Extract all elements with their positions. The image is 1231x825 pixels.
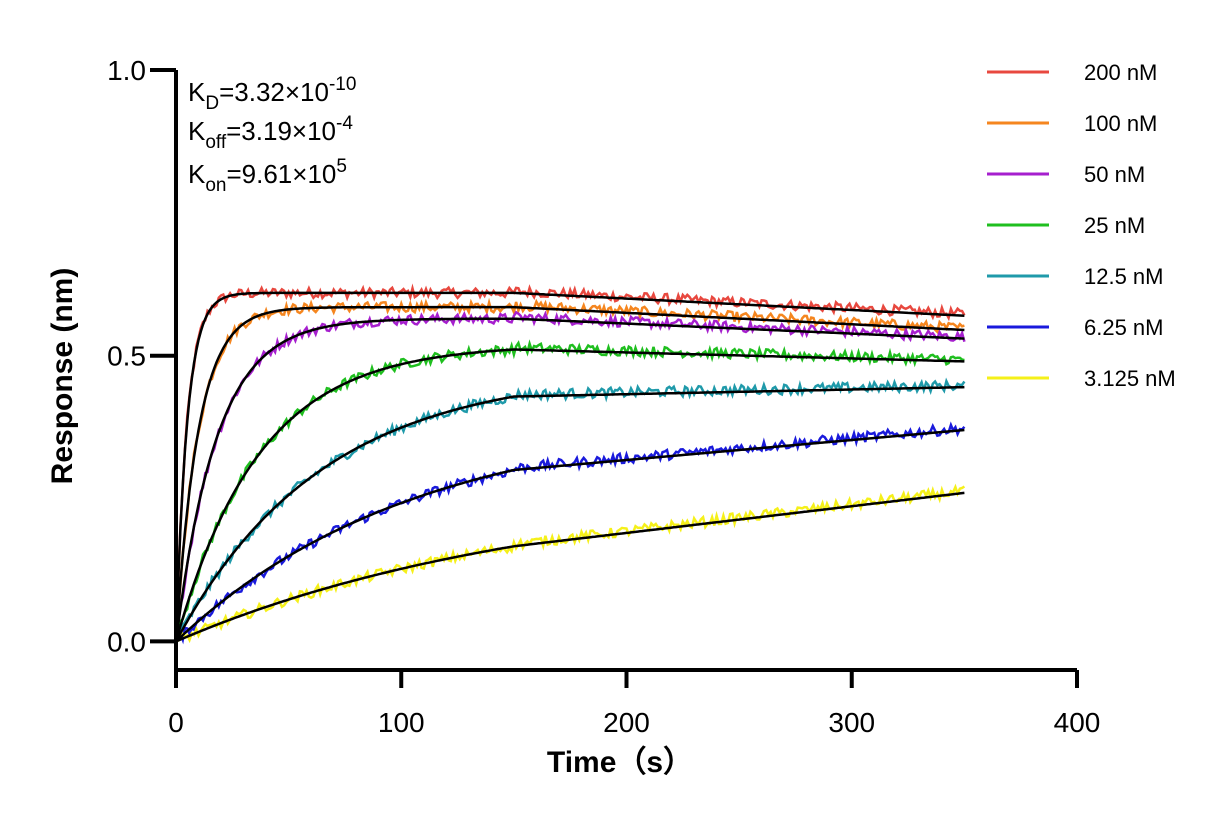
legend-label: 100 nM <box>1084 111 1157 136</box>
legend-label: 200 nM <box>1084 60 1157 85</box>
fit-line <box>174 317 965 642</box>
legend-label: 6.25 nM <box>1084 315 1164 340</box>
legend-label: 50 nM <box>1084 162 1145 187</box>
series-line <box>174 310 966 642</box>
y-tick-label: 0.0 <box>107 626 146 657</box>
series-line <box>174 377 966 643</box>
fit-line <box>174 348 965 642</box>
koff-annotation: Koff=3.19×10-4 <box>188 113 353 153</box>
legend-label: 25 nM <box>1084 213 1145 238</box>
x-tick-label: 400 <box>1054 707 1101 738</box>
x-tick-label: 0 <box>168 707 184 738</box>
fit-line <box>174 291 965 642</box>
series-line <box>175 483 966 644</box>
legend-label: 12.5 nM <box>1084 264 1164 289</box>
kon-annotation: Kon=9.61×105 <box>188 156 347 196</box>
y-tick-label: 0.5 <box>107 341 146 372</box>
legend: 200 nM 100 nM 50 nM 25 nM 12.5 nM 6.25 nM 3.12… <box>987 60 1176 391</box>
kd-annotation: KD=3.32×10-10 <box>188 74 356 114</box>
x-tick-label: 100 <box>378 707 425 738</box>
x-tick-label: 200 <box>603 707 650 738</box>
data-layer <box>174 283 966 645</box>
series-line <box>175 421 966 645</box>
x-tick-label: 300 <box>828 707 875 738</box>
fit-line <box>175 428 965 643</box>
y-tick-label: 1.0 <box>107 55 146 86</box>
fit-line <box>174 305 965 642</box>
fit-line <box>175 491 965 643</box>
axis-ticks: 0 100 200 300 400 0.0 0.5 1.0 <box>107 55 1100 738</box>
fit-line <box>174 385 965 643</box>
y-axis-title: Response (nm) <box>46 268 79 485</box>
series-line <box>174 339 965 642</box>
legend-label: 3.125 nM <box>1084 366 1176 391</box>
x-axis-title: Time（s） <box>547 745 693 779</box>
